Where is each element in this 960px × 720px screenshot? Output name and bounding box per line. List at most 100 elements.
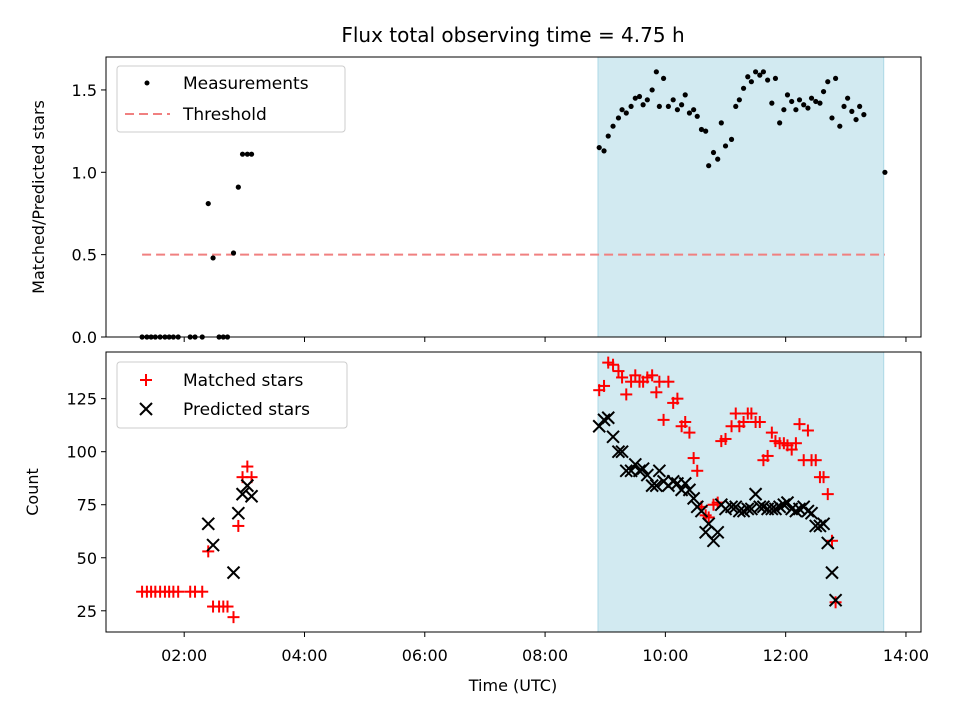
x-tick-label: 04:00: [281, 646, 327, 665]
measurement-point: [784, 92, 791, 98]
predicted-star-point: [201, 517, 215, 531]
measurement-point: [230, 250, 237, 256]
predicted-star-point: [628, 457, 643, 472]
measurement-point: [796, 97, 803, 103]
predicted-star-point: [606, 430, 620, 444]
measurement-point: [610, 123, 616, 129]
legend: Matched stars Predicted stars: [116, 361, 348, 429]
measurement-point: [769, 100, 775, 106]
matched-star-point: [765, 426, 778, 439]
x-tick-label: 12:00: [763, 646, 809, 665]
predicted-star-point: [632, 464, 647, 478]
measurement-points: [139, 69, 888, 340]
predicted-star-point: [765, 502, 779, 516]
matched-star-point: [241, 460, 254, 473]
measurement-point: [841, 103, 847, 110]
measurement-point: [857, 103, 863, 110]
y-tick-label: 0.5: [72, 246, 97, 265]
legend: Measurements Threshold: [116, 65, 346, 133]
predicted-star-point: [744, 502, 759, 516]
matched-star-point: [737, 416, 750, 428]
measurement-point: [596, 144, 602, 151]
measurement-point: [752, 69, 759, 75]
predicted-star-point: [753, 500, 767, 514]
x-tick-label: 08:00: [522, 646, 568, 665]
measurement-point: [745, 74, 751, 80]
predicted-star-point: [649, 478, 664, 493]
matched-star-point: [227, 611, 240, 624]
measurement-point: [781, 107, 787, 113]
measurement-point: [805, 105, 811, 111]
measurement-point: [789, 98, 795, 105]
measurement-point: [636, 93, 643, 100]
star-count-points: [136, 356, 843, 624]
y-tick-label: 0.0: [72, 328, 97, 347]
y-axis: 0.0 0.5 1.0 1.5: [72, 81, 106, 347]
predicted-star-point: [597, 413, 611, 427]
legend-x-icon: [139, 402, 153, 416]
y-tick-label: 1.5: [72, 81, 97, 100]
matched-star-point: [793, 418, 806, 431]
matched-star-point: [232, 519, 245, 532]
y-tick-label: 1.0: [72, 163, 97, 182]
matched-star-point: [825, 534, 838, 547]
measurement-point: [861, 112, 867, 118]
measurement-point: [748, 79, 754, 85]
measurement-point: [813, 98, 819, 105]
y-axis: 25 50 75 100 125: [66, 390, 106, 621]
predicted-star-point: [611, 444, 626, 459]
measurement-point: [623, 110, 629, 116]
matched-star-point: [753, 416, 766, 428]
measurement-point: [670, 97, 676, 103]
measurement-point: [210, 255, 216, 261]
predicted-star-point: [601, 411, 615, 425]
predicted-star-point: [710, 525, 725, 540]
measurement-point: [615, 115, 622, 121]
predicted-star-point: [619, 464, 633, 478]
measurement-point: [757, 72, 763, 78]
x-axis: 02:00 04:00 06:00 08:00 10:00 12:00 14:00: [161, 632, 929, 665]
measurement-point: [772, 75, 779, 82]
predicted-star-point: [825, 565, 839, 580]
matched-star-point: [221, 600, 234, 613]
measurement-point: [706, 163, 712, 169]
predicted-star-point: [777, 498, 791, 512]
measurement-point: [235, 184, 241, 190]
matched-star-point: [801, 424, 814, 437]
predicted-star-point: [706, 534, 721, 548]
measurement-point: [632, 95, 638, 101]
predicted-star-point: [686, 491, 701, 506]
predicted-star-point: [645, 478, 659, 493]
legend-label: Predicted stars: [183, 400, 310, 420]
shaded-span: [597, 56, 885, 338]
predicted-star-point: [828, 593, 843, 607]
measurement-point: [656, 103, 662, 110]
y-axis-label: Count: [23, 468, 42, 516]
predicted-star-point: [741, 502, 755, 516]
predicted-star-point: [640, 468, 655, 482]
measurement-point: [653, 69, 659, 75]
measurement-point: [718, 120, 724, 126]
measurement-point: [674, 107, 681, 113]
measurement-point: [691, 107, 697, 113]
matched-star-point: [829, 596, 842, 609]
measurement-point: [628, 103, 634, 110]
predicted-star-point: [748, 487, 763, 501]
measurement-point: [703, 128, 709, 134]
matched-star-point: [729, 407, 742, 420]
y-tick-label: 100: [66, 443, 97, 462]
legend-plus-icon: [140, 374, 152, 386]
predicted-star-point: [636, 461, 650, 476]
predicted-star-point: [226, 565, 241, 580]
predicted-star-point: [732, 504, 747, 518]
legend-label: Matched stars: [183, 371, 303, 391]
matched-star-point: [629, 369, 642, 382]
measurement-point: [845, 95, 851, 101]
measurement-point: [832, 75, 839, 82]
matched-star-point: [671, 392, 684, 405]
measurement-point: [660, 75, 667, 82]
matched-star-point: [612, 365, 625, 378]
plot-frame: [105, 56, 922, 338]
measurement-point: [760, 69, 767, 75]
measurement-point: [649, 87, 655, 93]
